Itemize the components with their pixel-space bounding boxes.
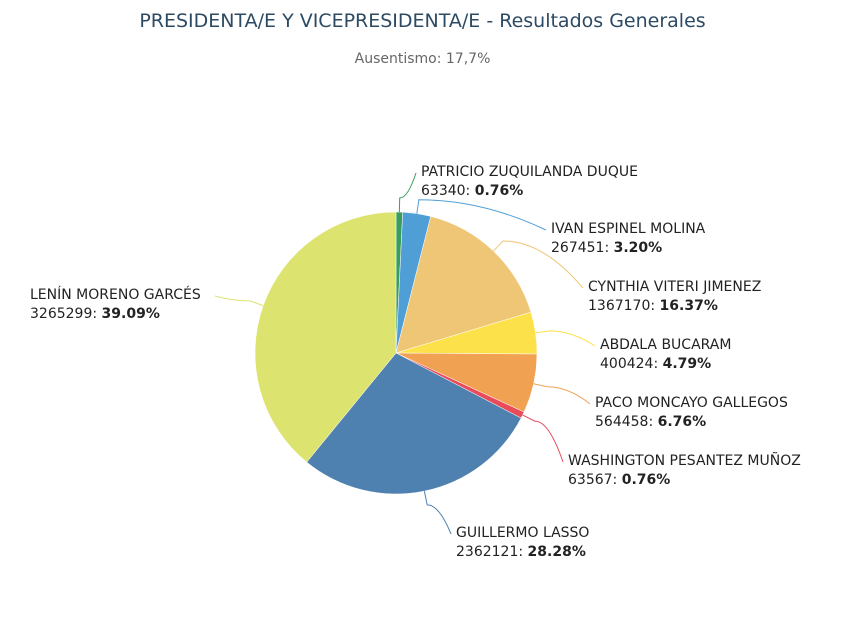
connector-line	[493, 240, 584, 289]
label-percent: 16.37%	[659, 298, 718, 314]
label-votes: 1367170	[588, 298, 651, 314]
connector-line	[535, 330, 596, 347]
label-votes: 3265299	[30, 306, 93, 322]
connector-line	[423, 491, 452, 535]
label-votes: 2362121	[456, 544, 519, 560]
label-votes: 63340	[421, 183, 466, 199]
chart-title: PRESIDENTA/E Y VICEPRESIDENTA/E - Result…	[139, 10, 706, 32]
label-name: IVAN ESPINEL MOLINA	[551, 221, 706, 237]
data-label: PATRICIO ZUQUILANDA DUQUE 63340: 0.76%	[421, 163, 638, 201]
label-name: GUILLERMO LASSO	[456, 525, 590, 541]
label-name: LENÍN MORENO GARCÉS	[30, 287, 201, 303]
label-value: 267451: 3.20%	[551, 240, 663, 256]
label-votes: 564458	[595, 414, 649, 430]
connector-line	[214, 295, 264, 307]
data-label: CYNTHIA VITERI JIMENEZ 1367170: 16.37%	[588, 278, 761, 316]
data-label: IVAN ESPINEL MOLINA 267451: 3.20%	[551, 220, 705, 258]
label-percent: 28.28%	[527, 544, 586, 560]
label-name: PACO MONCAYO GALLEGOS	[595, 395, 788, 411]
label-name: PATRICIO ZUQUILANDA DUQUE	[421, 164, 638, 180]
pie-slice[interactable]	[395, 216, 532, 354]
label-percent: 6.76%	[657, 414, 707, 430]
label-votes: 63567	[568, 472, 613, 488]
label-percent: 0.76%	[621, 472, 671, 488]
label-value: 1367170: 16.37%	[588, 298, 718, 314]
connector-line	[398, 172, 417, 213]
data-label: PACO MONCAYO GALLEGOS 564458: 6.76%	[595, 394, 788, 432]
data-label: LENÍN MORENO GARCÉS 3265299: 39.09%	[30, 286, 201, 324]
label-percent: 3.20%	[613, 240, 663, 256]
pie-slice[interactable]	[254, 211, 397, 463]
connector-line	[533, 383, 591, 405]
data-label: GUILLERMO LASSO 2362121: 28.28%	[456, 524, 589, 562]
connector-line	[416, 199, 547, 231]
chart-subtitle: Ausentismo: 17,7%	[354, 51, 491, 67]
data-label: WASHINGTON PESANTEZ MUÑOZ 63567: 0.76%	[568, 452, 801, 490]
label-value: 564458: 6.76%	[595, 414, 707, 430]
label-votes: 267451	[551, 240, 605, 256]
connector-line	[522, 414, 564, 463]
label-votes: 400424	[600, 356, 654, 372]
label-percent: 39.09%	[101, 306, 160, 322]
label-name: CYNTHIA VITERI JIMENEZ	[588, 279, 762, 295]
label-percent: 4.79%	[662, 356, 712, 372]
label-value: 2362121: 28.28%	[456, 544, 586, 560]
data-label: ABDALA BUCARAM 400424: 4.79%	[600, 336, 731, 374]
label-name: WASHINGTON PESANTEZ MUÑOZ	[568, 453, 801, 469]
label-value: 63340: 0.76%	[421, 183, 524, 199]
label-value: 63567: 0.76%	[568, 472, 671, 488]
label-value: 3265299: 39.09%	[30, 306, 160, 322]
label-value: 400424: 4.79%	[600, 356, 712, 372]
label-percent: 0.76%	[474, 183, 524, 199]
label-name: ABDALA BUCARAM	[600, 337, 732, 353]
